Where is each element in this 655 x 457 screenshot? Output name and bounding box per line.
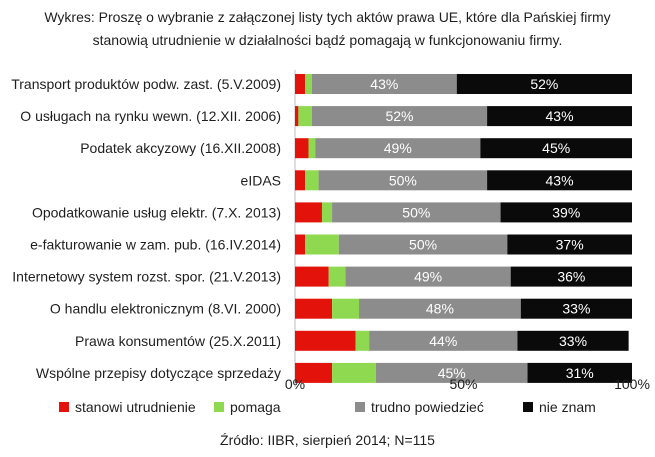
bar-segment-trudno-powiedzieć bbox=[375, 362, 528, 383]
source-note: Źródło: IIBR, sierpień 2014; N=115 bbox=[220, 432, 435, 448]
data-label: 33% bbox=[559, 333, 587, 349]
category-label: e-fakturowanie w zam. pub. (16.IV.2014) bbox=[30, 237, 281, 253]
category-label: Wspólne przepisy dotyczące sprzedaży bbox=[36, 365, 281, 381]
bar-segment-trudno-powiedzieć bbox=[311, 106, 488, 127]
bar-segment-nie-znam bbox=[456, 74, 632, 94]
bar-segment-stanowi-utrudnienie bbox=[295, 170, 306, 191]
bar-segment-nie-znam bbox=[527, 362, 632, 383]
bar-segment-stanowi-utrudnienie bbox=[295, 362, 333, 383]
data-label: 49% bbox=[414, 269, 442, 285]
bar-segment-nie-znam bbox=[520, 298, 632, 319]
bar-segment-pomaga bbox=[308, 138, 316, 159]
bar-segment-trudno-powiedzieć bbox=[359, 298, 521, 319]
category-label: eIDAS bbox=[241, 172, 281, 188]
x-tick-label: 0% bbox=[285, 376, 305, 392]
category-label: Internetowy system rozst. spor. (21.V.20… bbox=[12, 269, 281, 285]
bar-segment-nie-znam bbox=[507, 234, 632, 255]
legend-label: trudno powiedzieć bbox=[371, 399, 484, 415]
data-label: 36% bbox=[557, 269, 585, 285]
bar-segment-trudno-powiedzieć bbox=[345, 266, 511, 287]
bar-segment-pomaga bbox=[355, 330, 370, 351]
bar-segment-pomaga bbox=[328, 266, 346, 287]
bar-segment-trudno-powiedzieć bbox=[338, 234, 508, 255]
legend-swatch bbox=[523, 402, 533, 412]
category-label: Transport produktów podw. zast. (5.V.200… bbox=[11, 76, 281, 92]
bar-segment-stanowi-utrudnienie bbox=[295, 106, 299, 127]
bar-segment-stanowi-utrudnienie bbox=[295, 330, 356, 351]
legend-label: pomaga bbox=[230, 399, 281, 415]
category-label: Prawa konsumentów (25.X.2011) bbox=[75, 333, 281, 349]
data-label: 45% bbox=[438, 365, 466, 381]
x-tick-label: 50% bbox=[449, 376, 477, 392]
bar-segment-trudno-powiedzieć bbox=[318, 170, 488, 191]
bar-segment-nie-znam bbox=[500, 202, 632, 223]
bar-segment-stanowi-utrudnienie bbox=[295, 234, 306, 255]
data-label: 49% bbox=[384, 140, 412, 156]
bar-segment-stanowi-utrudnienie bbox=[295, 298, 333, 319]
bar-segment-trudno-powiedzieć bbox=[369, 330, 518, 351]
bar-segment-stanowi-utrudnienie bbox=[295, 266, 329, 287]
chart-title: Wykres: Proszę o wybranie z załączonej l… bbox=[0, 6, 655, 52]
data-label: 37% bbox=[556, 237, 584, 253]
bar-segment-nie-znam bbox=[517, 330, 629, 351]
bar-segment-nie-znam bbox=[487, 106, 632, 127]
bar-segment-pomaga bbox=[332, 362, 376, 383]
legend-label: stanowi utrudnienie bbox=[75, 399, 196, 415]
data-label: 43% bbox=[370, 76, 398, 92]
data-label: 50% bbox=[389, 172, 417, 188]
bar-segment-stanowi-utrudnienie bbox=[295, 202, 322, 223]
legend-label: nie znam bbox=[539, 399, 596, 415]
chart-title-line-1: Wykres: Proszę o wybranie z załączonej l… bbox=[44, 9, 611, 25]
bar-segment-pomaga bbox=[305, 170, 319, 191]
data-label: 33% bbox=[562, 301, 590, 317]
bar-segment-trudno-powiedzieć bbox=[332, 202, 501, 223]
data-label: 45% bbox=[542, 140, 570, 156]
bar-segment-nie-znam bbox=[487, 170, 632, 191]
bar-segment-pomaga bbox=[321, 202, 333, 223]
data-label: 50% bbox=[409, 237, 437, 253]
data-label: 52% bbox=[530, 76, 558, 92]
legend-swatch bbox=[355, 402, 365, 412]
category-label: O usługach na rynku wewn. (12.XII. 2006) bbox=[20, 108, 281, 124]
bar-segment-stanowi-utrudnienie bbox=[295, 74, 306, 94]
legend-swatch bbox=[214, 402, 224, 412]
data-label: 39% bbox=[552, 204, 580, 220]
data-label: 43% bbox=[546, 172, 574, 188]
data-label: 48% bbox=[426, 301, 454, 317]
bar-segment-pomaga bbox=[305, 74, 312, 94]
category-label: O handlu elektronicznym (8.VI. 2000) bbox=[50, 301, 281, 317]
bar-segment-pomaga bbox=[332, 298, 360, 319]
x-tick-label: 100% bbox=[614, 376, 650, 392]
bar-segment-pomaga bbox=[298, 106, 312, 127]
bar-segment-trudno-powiedzieć bbox=[315, 138, 481, 159]
bar-segment-nie-znam bbox=[480, 138, 632, 159]
data-label: 43% bbox=[546, 108, 574, 124]
bar-segment-pomaga bbox=[305, 234, 339, 255]
data-label: 31% bbox=[566, 365, 594, 381]
chart-title-line-2: stanowią utrudnienie w działalności bądź… bbox=[92, 32, 563, 48]
data-label: 50% bbox=[402, 204, 430, 220]
category-label: Podatek akcyzowy (16.XII.2008) bbox=[80, 140, 281, 156]
data-label: 44% bbox=[429, 333, 457, 349]
category-label: Opodatkowanie usług elektr. (7.X. 2013) bbox=[32, 204, 281, 220]
bar-segment-stanowi-utrudnienie bbox=[295, 138, 309, 159]
data-label: 52% bbox=[385, 108, 413, 124]
bar-segment-nie-znam bbox=[510, 266, 632, 287]
legend-swatch bbox=[59, 402, 69, 412]
bar-segment-trudno-powiedzieć bbox=[311, 74, 457, 94]
